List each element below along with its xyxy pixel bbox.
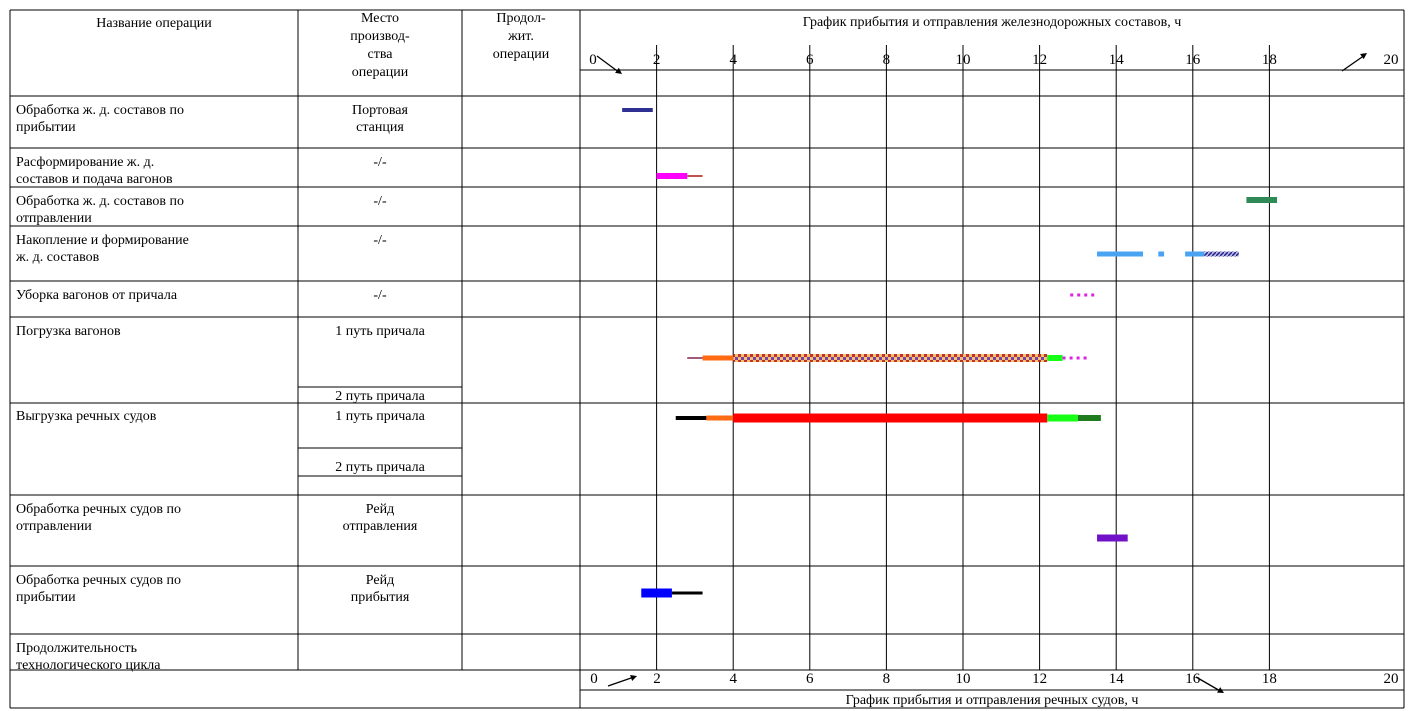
gantt-bar-row1 xyxy=(687,175,703,177)
row-place-0: Портовая xyxy=(352,103,408,118)
table-text: Название операции Место производ-ства опера… xyxy=(15,11,1399,708)
row-name-2: отправлении xyxy=(16,211,92,226)
top-tick-label: 6 xyxy=(806,52,814,68)
gantt-bar-row0 xyxy=(622,108,653,112)
header-operation: Название операции xyxy=(96,16,212,31)
row-place-1: -/- xyxy=(373,155,387,170)
row-name-0: Обработка ж. д. составов по xyxy=(16,103,184,118)
row-name-2: Обработка ж. д. составов по xyxy=(16,194,184,209)
bottom-tick-label: 8 xyxy=(883,671,891,687)
bottom-tick-label: 20 xyxy=(1384,671,1399,687)
row-name-1: составов и подача вагонов xyxy=(16,172,173,187)
header-place: ства xyxy=(368,47,394,62)
gantt-bar-row8 xyxy=(671,591,703,595)
row-place-5: 1 путь причала xyxy=(335,324,425,339)
row-place-2: -/- xyxy=(373,194,387,209)
gantt-bar-row5 xyxy=(733,354,1048,362)
top-tick-label: 18 xyxy=(1262,52,1277,68)
bottom-tick-label: 14 xyxy=(1109,671,1125,687)
gantt-bar-row5 xyxy=(702,355,734,361)
header-place: Место xyxy=(361,11,399,26)
gantt-bar-row8 xyxy=(641,588,672,598)
row-place-7: отправления xyxy=(343,519,418,534)
gantt-bar-row7 xyxy=(1097,534,1128,542)
gantt-bar-row2 xyxy=(1246,197,1278,203)
row-place-0: станция xyxy=(356,120,404,135)
arrow-head xyxy=(1217,687,1224,693)
row-name-3: ж. д. составов xyxy=(15,250,100,265)
arrow-head xyxy=(615,67,622,74)
top-tick-label: 2 xyxy=(653,52,661,68)
gantt-bar-row5 xyxy=(1047,355,1063,361)
row-place-6: 1 путь причала xyxy=(335,409,425,424)
row-name-6: Выгрузка речных судов xyxy=(16,409,157,424)
top-tick-label: 14 xyxy=(1109,52,1125,68)
arrow-top-right xyxy=(1341,54,1366,72)
bottom-tick-label: 0 xyxy=(590,671,598,687)
row-name-9: технологического цикла xyxy=(16,658,161,673)
row-name-7: отправлении xyxy=(16,519,92,534)
gantt-bar-row3 xyxy=(1204,251,1239,257)
row-name-8: прибытии xyxy=(16,590,76,605)
row-name-1: Расформирование ж. д. xyxy=(16,155,154,170)
arrow-top-left xyxy=(596,55,621,74)
gantt-bar-row3 xyxy=(1097,251,1144,257)
bottom-tick-label: 18 xyxy=(1262,671,1277,687)
top-tick-label: 8 xyxy=(883,52,891,68)
gantt-bar-row6 xyxy=(706,415,734,421)
gantt-bar-row3 xyxy=(1185,251,1205,257)
gantt-bars xyxy=(622,108,1278,598)
bottom-tick-label: 12 xyxy=(1032,671,1047,687)
header-duration: Продол- xyxy=(496,11,546,26)
gantt-bar-row1 xyxy=(656,173,688,179)
arrow-head xyxy=(630,675,637,682)
gantt-bar-row6 xyxy=(1047,414,1078,422)
header-place: производ- xyxy=(350,29,410,44)
arrow-bottom-right xyxy=(1195,676,1223,693)
top-tick-label: 16 xyxy=(1185,52,1201,68)
row-place-7: Рейд xyxy=(366,502,394,517)
bottom-tick-label: 2 xyxy=(653,671,661,687)
header-place: операции xyxy=(352,65,409,80)
top-tick-label: 4 xyxy=(729,52,737,68)
gantt-bar-row3 xyxy=(1158,251,1165,257)
top-tick-label: 0 xyxy=(589,52,597,68)
row-name-8: Обработка речных судов по xyxy=(16,573,181,588)
top-axis-title: График прибытия и отправления железнодор… xyxy=(803,15,1182,30)
top-tick-label: 10 xyxy=(956,52,971,68)
top-tick-label: 20 xyxy=(1384,52,1399,68)
row-place-4: -/- xyxy=(373,288,387,303)
gantt-bar-row6 xyxy=(675,416,707,420)
row-place2-5: 2 путь причала xyxy=(335,389,425,404)
row-place-3: -/- xyxy=(373,233,387,248)
bottom-tick-label: 4 xyxy=(729,671,737,687)
gantt-bar-row6 xyxy=(733,413,1048,423)
row-name-7: Обработка речных судов по xyxy=(16,502,181,517)
row-name-4: Уборка вагонов от причала xyxy=(16,288,178,303)
arrow-bottom-left xyxy=(607,676,635,687)
header-duration: операции xyxy=(493,47,550,62)
header-duration: жит. xyxy=(507,29,534,44)
row-place-8: Рейд xyxy=(366,573,394,588)
arrow-head xyxy=(1360,53,1367,60)
row-name-9: Продолжительность xyxy=(16,641,137,656)
row-name-0: прибытии xyxy=(16,120,76,135)
row-name-5: Погрузка вагонов xyxy=(16,324,121,339)
bottom-axis-title: График прибытия и отправления речных суд… xyxy=(846,693,1139,708)
row-place2-6: 2 путь причала xyxy=(335,460,425,475)
top-tick-label: 12 xyxy=(1032,52,1047,68)
gantt-bar-row6 xyxy=(1077,415,1101,421)
bottom-tick-label: 6 xyxy=(806,671,814,687)
bottom-tick-label: 16 xyxy=(1185,671,1201,687)
row-place-8: прибытия xyxy=(351,590,410,605)
row-name-3: Накопление и формирование xyxy=(16,233,189,248)
gantt-bar-row5 xyxy=(687,357,703,359)
bottom-tick-label: 10 xyxy=(956,671,971,687)
